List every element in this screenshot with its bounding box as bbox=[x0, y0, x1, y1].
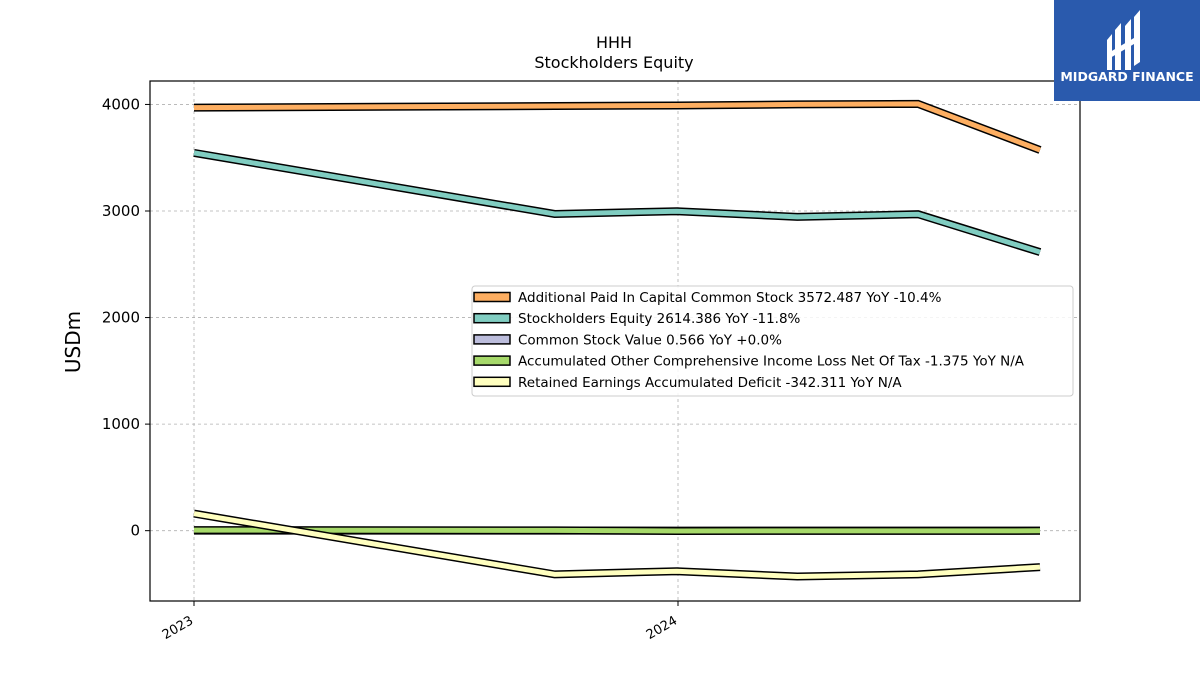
legend-swatch-3 bbox=[473, 355, 511, 366]
logo-text: MIDGARD FINANCE bbox=[1060, 69, 1193, 84]
y-tick-label: 0 bbox=[130, 522, 140, 540]
series-line-0 bbox=[193, 101, 1041, 153]
legend-entry-0: Additional Paid In Capital Common Stock … bbox=[518, 290, 942, 306]
y-tick-label: 3000 bbox=[102, 202, 140, 220]
series-outline-1 bbox=[193, 148, 1042, 256]
series-line-3 bbox=[193, 527, 1041, 534]
legend-entry-3: Accumulated Other Comprehensive Income L… bbox=[518, 354, 1025, 370]
y-tick-label: 4000 bbox=[102, 95, 140, 113]
legend-box bbox=[471, 285, 1074, 397]
chart-subtitle: Stockholders Equity bbox=[534, 53, 693, 72]
legend-swatch-4 bbox=[473, 376, 511, 388]
series-line-1 bbox=[193, 150, 1041, 255]
legend-entry-2: Common Stock Value 0.566 YoY +0.0% bbox=[518, 332, 782, 348]
y-axis-ticks: 0 1000 2000 3000 4000 bbox=[102, 95, 150, 540]
x-tick-label: 2024 bbox=[644, 613, 680, 643]
series-lines bbox=[193, 99, 1042, 581]
plot-frame bbox=[149, 80, 1081, 602]
legend: Additional Paid In Capital Common Stock … bbox=[471, 285, 1074, 397]
y-tick-label: 2000 bbox=[102, 309, 140, 327]
logo-mark-icon bbox=[1107, 10, 1140, 70]
series-outline-0 bbox=[193, 99, 1042, 154]
legend-swatch-1 bbox=[473, 312, 511, 324]
y-axis-label: USDm bbox=[61, 311, 85, 373]
y-tick-label: 1000 bbox=[102, 415, 140, 433]
series-line-4 bbox=[193, 511, 1041, 580]
legend-swatch-0 bbox=[473, 291, 511, 303]
x-axis-ticks: 2023 2024 bbox=[160, 601, 680, 643]
chart-title: HHH bbox=[596, 33, 632, 52]
x-tick-label: 2023 bbox=[160, 613, 196, 643]
series-outline-4 bbox=[193, 509, 1041, 581]
legend-entry-4: Retained Earnings Accumulated Deficit -3… bbox=[518, 375, 902, 391]
midgard-finance-logo: MIDGARD FINANCE bbox=[1054, 0, 1200, 101]
legend-entry-1: Stockholders Equity 2614.386 YoY -11.8% bbox=[518, 311, 801, 327]
legend-swatch-2 bbox=[473, 334, 511, 345]
